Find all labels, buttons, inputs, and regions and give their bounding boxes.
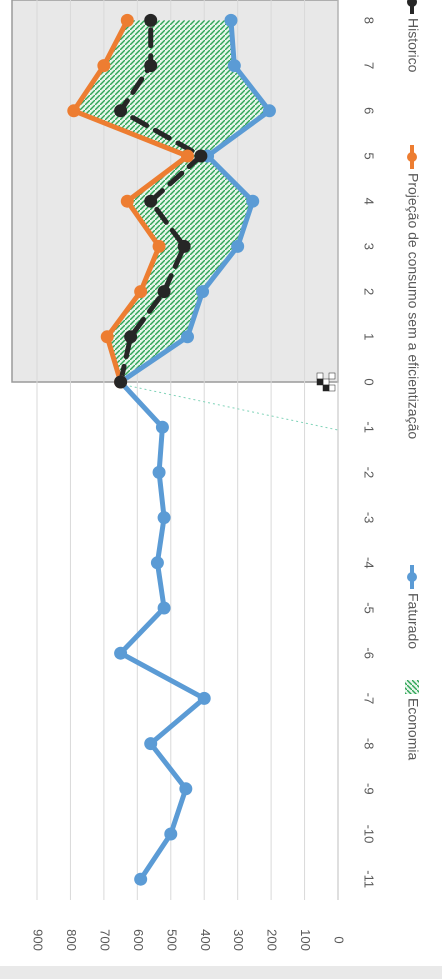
- faturado-point: [227, 59, 241, 73]
- projecao-point: [152, 239, 166, 253]
- faturado-point: [262, 104, 276, 118]
- y-tick-label: 100: [298, 929, 313, 951]
- historico-point: [194, 149, 208, 163]
- projecao-point: [120, 13, 134, 27]
- flag-cell: [328, 384, 336, 392]
- legend: Historico Projeção de consumo sem a efici…: [405, 0, 421, 760]
- y-tick-label: 600: [131, 929, 146, 951]
- faturado-point: [144, 737, 158, 751]
- legend-swatch-marker: [407, 572, 417, 582]
- y-tick-label: 400: [198, 929, 213, 951]
- faturado-point: [197, 691, 211, 705]
- flag-cell: [316, 378, 324, 386]
- x-tick-label: -1: [362, 421, 377, 433]
- legend-label: Faturado: [405, 593, 421, 649]
- legend-label: Historico: [405, 18, 421, 73]
- legend-swatch-marker: [407, 0, 417, 7]
- x-tick-label: -6: [362, 647, 377, 659]
- y-tick-label: 900: [31, 929, 46, 951]
- projecao-point: [100, 330, 114, 344]
- legend-label: Economia: [405, 698, 421, 760]
- faturado-point: [231, 239, 245, 253]
- flag-cell: [322, 378, 330, 386]
- historico-point: [157, 285, 171, 299]
- checkered-flag-icon: [316, 372, 336, 392]
- faturado-point: [196, 285, 210, 299]
- legend-swatch-economia: [405, 680, 419, 694]
- historico-point: [144, 194, 158, 208]
- bottom-strip: [0, 966, 442, 979]
- y-tick-label: 200: [265, 929, 280, 951]
- x-tick-label: 6: [362, 107, 377, 114]
- faturado-point: [179, 782, 193, 796]
- faturado-point: [157, 511, 171, 525]
- faturado-line: [118, 17, 272, 882]
- faturado-point: [246, 194, 260, 208]
- x-tick-label: -5: [362, 602, 377, 614]
- x-tick-label: -11: [362, 870, 377, 888]
- projecao-point: [134, 285, 148, 299]
- x-tick-label: -8: [362, 738, 377, 750]
- historico-point: [144, 13, 158, 27]
- legend-swatch-marker: [407, 152, 417, 162]
- flag-cell: [322, 384, 330, 392]
- historico-point: [177, 239, 191, 253]
- x-tick-label: 7: [362, 62, 377, 69]
- historico-point: [114, 104, 128, 118]
- x-tick-label: 2: [362, 288, 377, 295]
- x-tick-label: 5: [362, 152, 377, 159]
- guide-line: [119, 383, 339, 431]
- historico-point: [144, 59, 158, 73]
- faturado-point: [181, 330, 194, 344]
- faturado-point: [157, 601, 171, 615]
- faturado-point: [164, 827, 178, 841]
- faturado-point: [155, 420, 169, 434]
- faturado-point: [152, 465, 166, 479]
- y-tick-label: 800: [64, 929, 79, 951]
- projecao-point: [120, 194, 134, 208]
- x-tick-label: -3: [362, 512, 377, 524]
- legend-label: Projeção de consumo sem a eficientização: [405, 173, 421, 439]
- x-tick-label: -10: [362, 825, 377, 844]
- x-tick-label: -9: [362, 783, 377, 795]
- faturado-point: [224, 13, 238, 27]
- y-tick-label: 300: [231, 929, 246, 951]
- x-tick-label: 0: [362, 378, 377, 385]
- x-tick-label: -7: [362, 693, 377, 705]
- faturado-point: [150, 556, 164, 570]
- projecao-point: [67, 104, 81, 118]
- x-tick-label: 8: [362, 17, 377, 24]
- x-tick-label: 4: [362, 198, 377, 205]
- y-tick-label: 500: [164, 929, 179, 951]
- faturado-point: [134, 872, 148, 886]
- historico-point: [114, 375, 128, 389]
- projecao-point: [97, 59, 111, 73]
- faturado-point: [114, 646, 128, 660]
- x-tick-label: -4: [362, 557, 377, 569]
- flag-cell: [328, 372, 336, 380]
- y-tick-label: 700: [97, 929, 112, 951]
- historico-point: [124, 330, 138, 344]
- x-tick-label: -2: [362, 467, 377, 479]
- flag-cell: [316, 372, 324, 380]
- projecao-point: [181, 149, 194, 163]
- x-tick-label: 3: [362, 243, 377, 250]
- y-tick-label: 0: [332, 936, 347, 943]
- x-tick-label: 1: [362, 333, 377, 340]
